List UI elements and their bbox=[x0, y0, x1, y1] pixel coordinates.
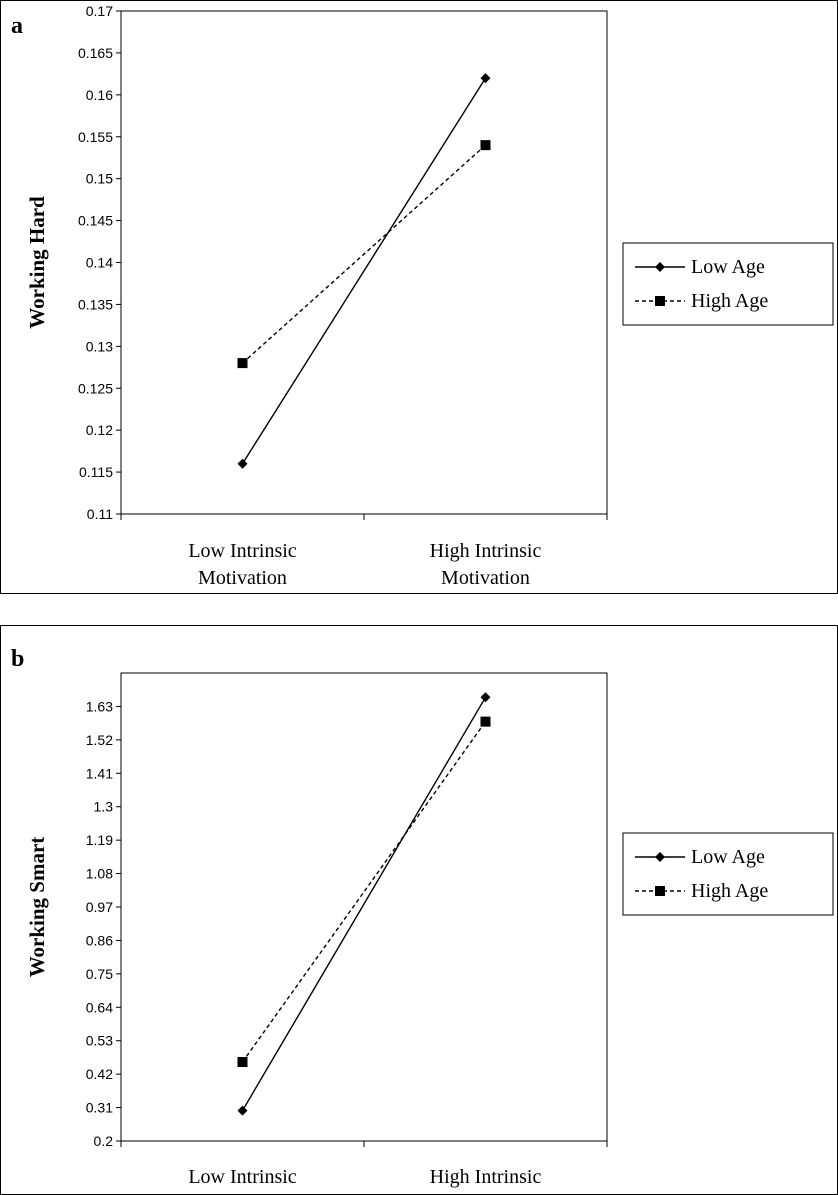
y-tick-label: 0.11 bbox=[87, 506, 113, 522]
chart-panel-b: b 0.2 0.31 0.42 0.53 0.64 0.75 0.86 0.97 1.08 1.19… bbox=[0, 625, 838, 1195]
y-tick-label: 1.63 bbox=[86, 698, 113, 714]
y-tick-label: 0.64 bbox=[86, 999, 113, 1015]
y-tick-label: 0.42 bbox=[86, 1066, 113, 1082]
y-tick-label: 0.16 bbox=[86, 87, 113, 103]
legend-box bbox=[622, 242, 834, 326]
y-tick-label: 0.165 bbox=[78, 45, 113, 61]
y-tick-label: 0.12 bbox=[86, 422, 113, 438]
y-tick-label: 0.125 bbox=[78, 380, 113, 396]
series-line-low-age bbox=[241, 696, 487, 1111]
x-category-label: Low Intrinsic bbox=[188, 540, 296, 562]
x-category-label: Motivation bbox=[441, 567, 530, 589]
y-tick-label: 0.2 bbox=[94, 1133, 114, 1149]
chart-panel-a: a 0.11 0.115 0.12 0.125 0.13 0.135 0.14 0.145 0.1… bbox=[0, 0, 838, 594]
y-tick-label: 0.97 bbox=[86, 899, 113, 915]
x-category-label: High Intrinsic bbox=[430, 1166, 542, 1188]
y-tick-label: 1.41 bbox=[86, 765, 113, 781]
y-tick-label: 0.15 bbox=[86, 171, 113, 187]
series-line-low-age bbox=[241, 77, 487, 465]
legend-box bbox=[622, 832, 834, 916]
x-category-label: High Intrinsic bbox=[430, 540, 542, 562]
series-line-high-age bbox=[241, 721, 487, 1063]
y-tick-label: 1.08 bbox=[86, 866, 113, 882]
y-tick-label: 0.53 bbox=[86, 1033, 113, 1049]
y-tick-label: 0.155 bbox=[78, 129, 113, 145]
data-point-high-age bbox=[480, 140, 491, 151]
x-category-label: Motivation bbox=[441, 1193, 530, 1194]
data-point-high-age bbox=[237, 1056, 248, 1067]
data-point-high-age bbox=[237, 358, 248, 369]
y-tick-label: 1.52 bbox=[86, 732, 113, 748]
panel-label: b bbox=[11, 646, 24, 672]
panel-label: a bbox=[11, 13, 23, 39]
series-line-high-age bbox=[242, 144, 486, 364]
legend-marker-square bbox=[655, 296, 665, 306]
y-axis-title: Working Hard bbox=[25, 196, 49, 329]
y-tick-label: 0.145 bbox=[78, 213, 113, 229]
chart-b-svg: b 0.2 0.31 0.42 0.53 0.64 0.75 0.86 0.97 1.08 1.19… bbox=[11, 646, 834, 1194]
x-category-label: Motivation bbox=[198, 567, 287, 589]
legend-marker-diamond bbox=[655, 262, 665, 272]
data-point-high-age bbox=[480, 716, 491, 727]
x-category-label: Motivation bbox=[198, 1193, 287, 1194]
legend-label: High Age bbox=[691, 290, 768, 312]
legend-marker-diamond bbox=[655, 852, 665, 862]
y-tick-label: 1.19 bbox=[86, 832, 113, 848]
data-point-low-age bbox=[237, 458, 248, 469]
y-tick-label: 0.75 bbox=[86, 966, 113, 982]
y-tick-label: 0.31 bbox=[86, 1100, 113, 1116]
y-tick-label: 0.17 bbox=[86, 3, 113, 19]
data-point-low-age bbox=[480, 692, 491, 703]
plot-area-frame bbox=[120, 10, 608, 515]
legend-label: Low Age bbox=[691, 846, 765, 868]
legend-marker-square bbox=[655, 886, 665, 896]
data-point-low-age bbox=[237, 1105, 248, 1116]
y-axis-title: Working Smart bbox=[25, 837, 49, 978]
chart-a-svg: a 0.11 0.115 0.12 0.125 0.13 0.135 0.14 0.145 0.1… bbox=[11, 3, 834, 589]
y-tick-label: 0.115 bbox=[79, 464, 113, 480]
x-category-label: Low Intrinsic bbox=[188, 1166, 296, 1188]
y-tick-label: 0.86 bbox=[86, 932, 113, 948]
y-tick-label: 0.135 bbox=[78, 296, 113, 312]
plot-area-frame bbox=[120, 672, 608, 1142]
y-tick-label: 1.3 bbox=[94, 799, 114, 815]
data-point-low-age bbox=[480, 73, 491, 84]
y-tick-label: 0.14 bbox=[86, 255, 113, 271]
legend-label: High Age bbox=[691, 880, 768, 902]
legend-label: Low Age bbox=[691, 256, 765, 278]
y-tick-label: 0.13 bbox=[86, 338, 113, 354]
